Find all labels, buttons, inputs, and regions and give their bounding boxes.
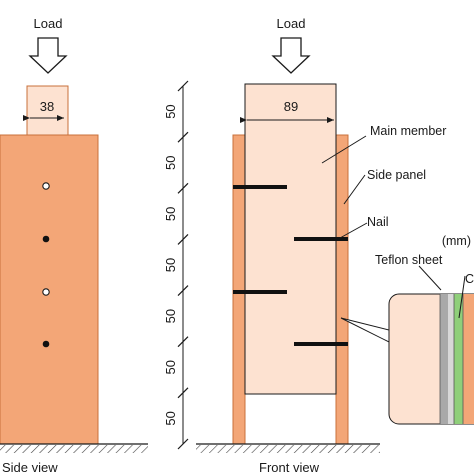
- side-panel-leader: [343, 174, 366, 205]
- green-layer-leader: [458, 275, 466, 319]
- dimension-tick: [177, 131, 189, 143]
- main-member-leader: [321, 135, 367, 164]
- spacing-label: 50: [163, 155, 178, 169]
- front-view-caption: Front view: [259, 460, 320, 474]
- left-side-panel: [232, 134, 246, 445]
- front-view: Load 89 Front view 50 50 50 50 50 50 50 Main m…: [163, 16, 471, 474]
- right-side-panel: [335, 134, 349, 445]
- nail: [294, 237, 348, 241]
- side-view-caption: Side view: [2, 460, 58, 474]
- dimension-tick: [177, 285, 189, 296]
- side-nail-hole-open: [42, 288, 50, 296]
- spacing-dimension-chain: 50 50 50 50 50 50 50: [163, 80, 189, 450]
- teflon-sheet-layer-light: [448, 294, 454, 424]
- side-ground-hatch: [0, 445, 148, 453]
- front-width-label: 89: [284, 99, 298, 114]
- spacing-label: 50: [163, 360, 178, 374]
- side-nail-hole-filled: [42, 340, 50, 348]
- side-panel-label: Side panel: [367, 168, 426, 182]
- nail: [233, 185, 287, 189]
- side-load-label: Load: [34, 16, 63, 31]
- side-nail-hole-open: [42, 182, 50, 190]
- dimension-tick: [177, 182, 189, 194]
- main-member-label: Main member: [370, 124, 446, 138]
- green-layer: [454, 294, 463, 424]
- front-ground-hatch: [196, 445, 380, 453]
- teflon-sheet-leader: [418, 265, 442, 291]
- side-loading-block: [26, 85, 69, 136]
- unit-label: (mm): [442, 234, 471, 248]
- dimension-tick: [177, 387, 189, 399]
- cut-off-label: C: [465, 272, 474, 286]
- dimension-tick: [177, 336, 189, 348]
- spacing-label: 50: [163, 258, 178, 272]
- side-load-arrow-icon: [28, 37, 68, 74]
- nail: [233, 290, 287, 294]
- side-nail-hole-filled: [42, 235, 50, 243]
- spacing-label: 50: [163, 104, 178, 118]
- dimension-tick: [177, 80, 189, 92]
- dimension-tick: [177, 438, 189, 450]
- inset-side-panel: [463, 294, 474, 424]
- side-view: Load 38 Side view: [0, 16, 148, 474]
- spacing-label: 50: [163, 309, 178, 323]
- nail-label: Nail: [367, 215, 389, 229]
- front-load-label: Load: [277, 16, 306, 31]
- detail-inset: Teflon sheet C: [340, 253, 474, 425]
- nail: [294, 342, 348, 346]
- side-width-label: 38: [40, 99, 54, 114]
- dimension-tick: [177, 234, 189, 245]
- nail-leader: [339, 222, 368, 239]
- spacing-label: 50: [163, 207, 178, 221]
- spacing-label: 50: [163, 411, 178, 425]
- teflon-sheet-layer: [440, 294, 448, 424]
- teflon-sheet-label: Teflon sheet: [375, 253, 443, 267]
- front-load-arrow-icon: [271, 37, 311, 74]
- side-specimen-body: [0, 134, 99, 445]
